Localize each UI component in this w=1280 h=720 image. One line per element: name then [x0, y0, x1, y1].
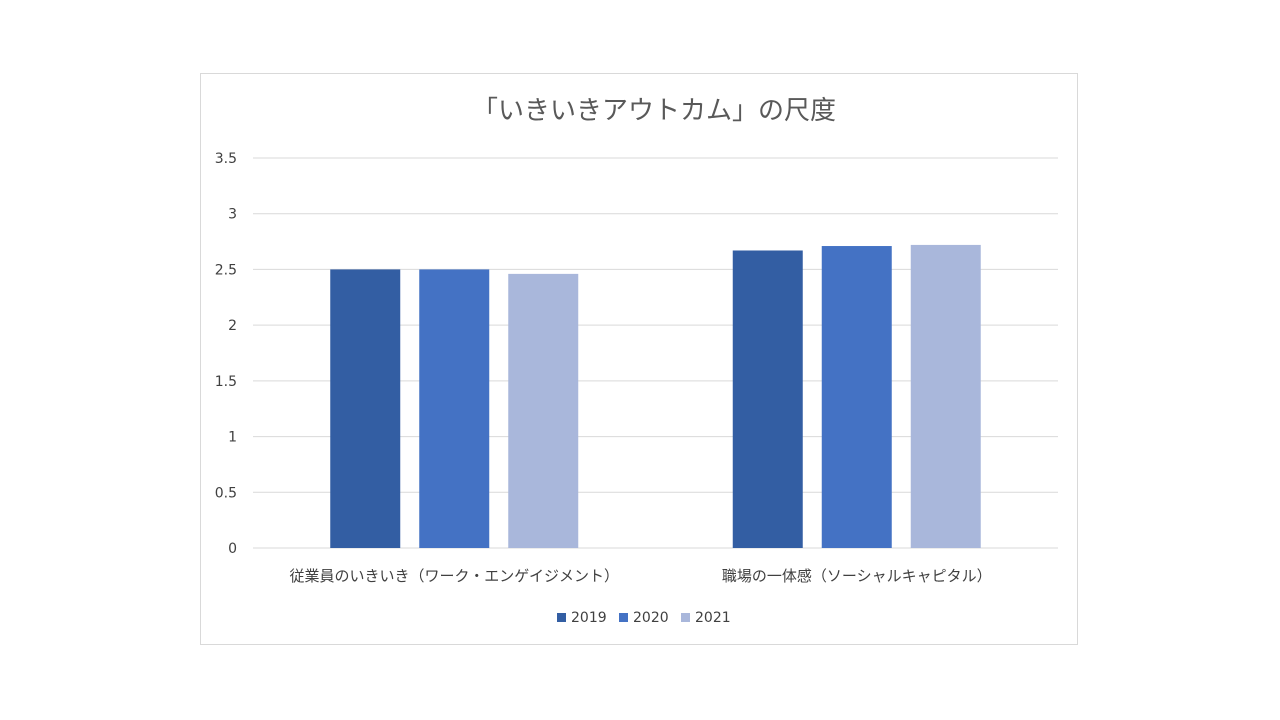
y-tick-label: 3: [228, 207, 237, 223]
bar-2021-2: [910, 244, 981, 548]
bars: [330, 244, 981, 548]
y-tick-label: 2.5: [215, 262, 237, 278]
bar-chart: 「いきいきアウトカム」の尺度 0 0.5 1 1.5 2 2.5 3 3.5 従業員のいきいき…: [215, 96, 1058, 626]
bar-2019-1: [330, 269, 401, 548]
category-labels: 従業員のいきいき（ワーク・エンゲイジメント） 職場の一体感（ソーシャルキャピタル）: [290, 567, 992, 585]
legend: 2019 2020 2021: [557, 610, 731, 626]
y-tick-label: 1.5: [215, 374, 237, 390]
y-tick-label: 0: [228, 541, 237, 557]
legend-swatch-2020: [619, 613, 628, 622]
bar-2021-1: [508, 273, 579, 548]
legend-swatch-2019: [557, 613, 566, 622]
category-label: 職場の一体感（ソーシャルキャピタル）: [722, 567, 992, 585]
bar-2020-1: [419, 269, 490, 548]
y-tick-label: 2: [228, 318, 237, 334]
chart-title: 「いきいきアウトカム」の尺度: [472, 96, 836, 126]
y-tick-label: 3.5: [215, 151, 237, 167]
y-tick-label: 0.5: [215, 485, 237, 501]
legend-swatch-2021: [681, 613, 690, 622]
y-tick-label: 1: [228, 430, 237, 446]
chart-frame: 「いきいきアウトカム」の尺度 0 0.5 1 1.5 2 2.5 3 3.5 従業員のいきいき…: [200, 73, 1078, 645]
category-label: 従業員のいきいき（ワーク・エンゲイジメント）: [290, 567, 619, 585]
y-axis-ticks: 0 0.5 1 1.5 2 2.5 3 3.5: [215, 151, 237, 557]
legend-label: 2020: [633, 610, 669, 626]
bar-2020-2: [821, 246, 892, 548]
bar-2019-2: [732, 250, 803, 548]
legend-label: 2021: [695, 610, 731, 626]
legend-label: 2019: [571, 610, 607, 626]
